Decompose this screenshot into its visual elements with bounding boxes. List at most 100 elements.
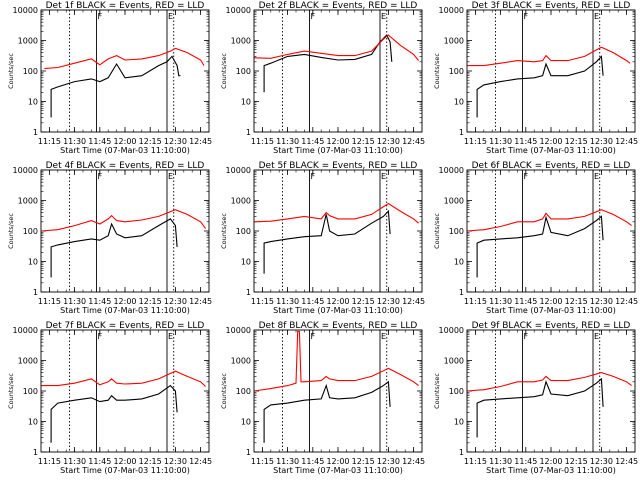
series-line-lld bbox=[254, 202, 419, 224]
y-tick-label: 10000 bbox=[226, 326, 251, 335]
x-tick-label: 12:30 bbox=[164, 457, 187, 466]
x-tick-label: 11:30 bbox=[63, 457, 86, 466]
series-line-events bbox=[50, 384, 178, 443]
panel-det-5: Det 5f BLACK = Events, RED = LLD 1 10 100 10… bbox=[220, 161, 425, 315]
plot-frame bbox=[253, 9, 423, 133]
x-tick-label: 12:30 bbox=[377, 457, 400, 466]
plot-traces bbox=[41, 209, 207, 278]
y-tick-label: 1000 bbox=[231, 357, 251, 366]
series-line-lld bbox=[44, 47, 205, 70]
panel-title: Det 9f BLACK = Events, RED = LLD bbox=[472, 321, 631, 331]
x-tick-label: 12:15 bbox=[565, 457, 588, 466]
x-tick-label: 11:15 bbox=[464, 457, 487, 466]
plot-traces bbox=[254, 202, 419, 274]
x-tick-label: 11:15 bbox=[38, 137, 61, 146]
y-tick-label: 100 bbox=[449, 67, 464, 76]
y-axis-label: Counts/sec bbox=[7, 53, 15, 89]
y-axis-label: Counts/sec bbox=[220, 53, 228, 89]
event-marker-label: E bbox=[381, 12, 386, 21]
plot-frame bbox=[40, 9, 210, 133]
x-tick-label: 12:30 bbox=[164, 137, 187, 146]
x-tick-label: 12:15 bbox=[139, 457, 162, 466]
series-line-events bbox=[476, 377, 604, 438]
x-tick-label: 11:45 bbox=[301, 297, 324, 306]
y-tick-label: 10 bbox=[28, 258, 38, 267]
panel-title: Det 7f BLACK = Events, RED = LLD bbox=[46, 321, 205, 331]
plot-traces bbox=[254, 34, 420, 93]
panel-det-9: Det 9f BLACK = Events, RED = LLD 1 10 100 10… bbox=[433, 321, 638, 475]
panel-title: Det 2f BLACK = Events, RED = LLD bbox=[259, 1, 418, 11]
x-tick-label: 12:45 bbox=[402, 297, 425, 306]
x-tick-label: 12:30 bbox=[377, 297, 400, 306]
x-tick-label: 11:45 bbox=[88, 457, 111, 466]
panel-title: Det 4f BLACK = Events, RED = LLD bbox=[46, 161, 205, 171]
x-tick-label: 11:30 bbox=[276, 137, 299, 146]
y-axis-label: Counts/sec bbox=[7, 373, 15, 409]
x-tick-label: 11:30 bbox=[489, 137, 512, 146]
plot-traces bbox=[44, 47, 205, 118]
x-tick-label: 12:30 bbox=[164, 297, 187, 306]
y-tick-label: 100 bbox=[23, 227, 38, 236]
x-tick-label: 11:15 bbox=[38, 457, 61, 466]
x-tick-label: 12:45 bbox=[189, 297, 212, 306]
y-tick-label: 10 bbox=[454, 98, 464, 107]
series-line-events bbox=[476, 55, 604, 118]
x-tick-label: 12:00 bbox=[326, 297, 349, 306]
x-axis-label: Start Time (07-Mar-03 11:10:00) bbox=[486, 466, 616, 475]
y-tick-label: 10000 bbox=[439, 326, 464, 335]
event-marker-label: F bbox=[97, 172, 102, 181]
y-tick-label: 1000 bbox=[231, 197, 251, 206]
event-marker-label: E bbox=[381, 172, 386, 181]
x-tick-label: 12:30 bbox=[590, 297, 613, 306]
y-tick-label: 1000 bbox=[444, 37, 464, 46]
x-axis-label: Start Time (07-Mar-03 11:10:00) bbox=[273, 466, 403, 475]
y-tick-label: 10000 bbox=[226, 166, 251, 175]
y-tick-label: 100 bbox=[449, 387, 464, 396]
x-tick-label: 12:30 bbox=[377, 137, 400, 146]
x-tick-label: 11:45 bbox=[301, 457, 324, 466]
y-tick-label: 100 bbox=[449, 227, 464, 236]
y-tick-label: 100 bbox=[236, 227, 251, 236]
panel-det-7: Det 7f BLACK = Events, RED = LLD 1 10 100 10… bbox=[7, 321, 212, 475]
x-tick-label: 12:00 bbox=[326, 457, 349, 466]
event-marker-label: F bbox=[310, 172, 315, 181]
x-tick-label: 11:15 bbox=[38, 297, 61, 306]
x-axis-label: Start Time (07-Mar-03 11:10:00) bbox=[273, 146, 403, 155]
y-tick-label: 10 bbox=[454, 258, 464, 267]
x-axis-label: Start Time (07-Mar-03 11:10:00) bbox=[60, 146, 190, 155]
event-marker-label: F bbox=[310, 332, 315, 341]
x-tick-label: 12:15 bbox=[139, 297, 162, 306]
x-tick-label: 12:00 bbox=[113, 137, 136, 146]
x-tick-label: 12:30 bbox=[590, 137, 613, 146]
event-marker-label: F bbox=[523, 172, 528, 181]
event-marker-label: E bbox=[594, 332, 599, 341]
y-tick-label: 10000 bbox=[13, 6, 38, 15]
x-tick-label: 11:45 bbox=[514, 137, 537, 146]
y-tick-label: 1 bbox=[246, 128, 251, 137]
x-tick-label: 12:45 bbox=[615, 297, 638, 306]
x-tick-label: 11:45 bbox=[514, 457, 537, 466]
y-tick-label: 10 bbox=[241, 418, 251, 427]
x-axis-label: Start Time (07-Mar-03 11:10:00) bbox=[60, 466, 190, 475]
y-tick-label: 1000 bbox=[444, 197, 464, 206]
y-tick-label: 10 bbox=[454, 418, 464, 427]
x-axis-label: Start Time (07-Mar-03 11:10:00) bbox=[486, 146, 616, 155]
x-tick-label: 11:45 bbox=[301, 137, 324, 146]
plot-traces bbox=[467, 372, 632, 438]
y-tick-label: 1 bbox=[459, 128, 464, 137]
y-tick-label: 1 bbox=[33, 448, 38, 457]
y-tick-label: 1000 bbox=[18, 357, 38, 366]
event-marker-label: E bbox=[381, 332, 386, 341]
y-tick-label: 10000 bbox=[13, 166, 38, 175]
x-tick-label: 11:30 bbox=[276, 457, 299, 466]
x-tick-label: 12:45 bbox=[615, 457, 638, 466]
x-tick-label: 11:45 bbox=[514, 297, 537, 306]
y-tick-label: 100 bbox=[236, 67, 251, 76]
event-marker-label: E bbox=[594, 172, 599, 181]
panel-title: Det 6f BLACK = Events, RED = LLD bbox=[472, 161, 631, 171]
y-tick-label: 1000 bbox=[444, 357, 464, 366]
x-tick-label: 12:00 bbox=[539, 457, 562, 466]
y-axis-label: Counts/sec bbox=[433, 213, 441, 249]
event-marker-label: F bbox=[97, 332, 102, 341]
